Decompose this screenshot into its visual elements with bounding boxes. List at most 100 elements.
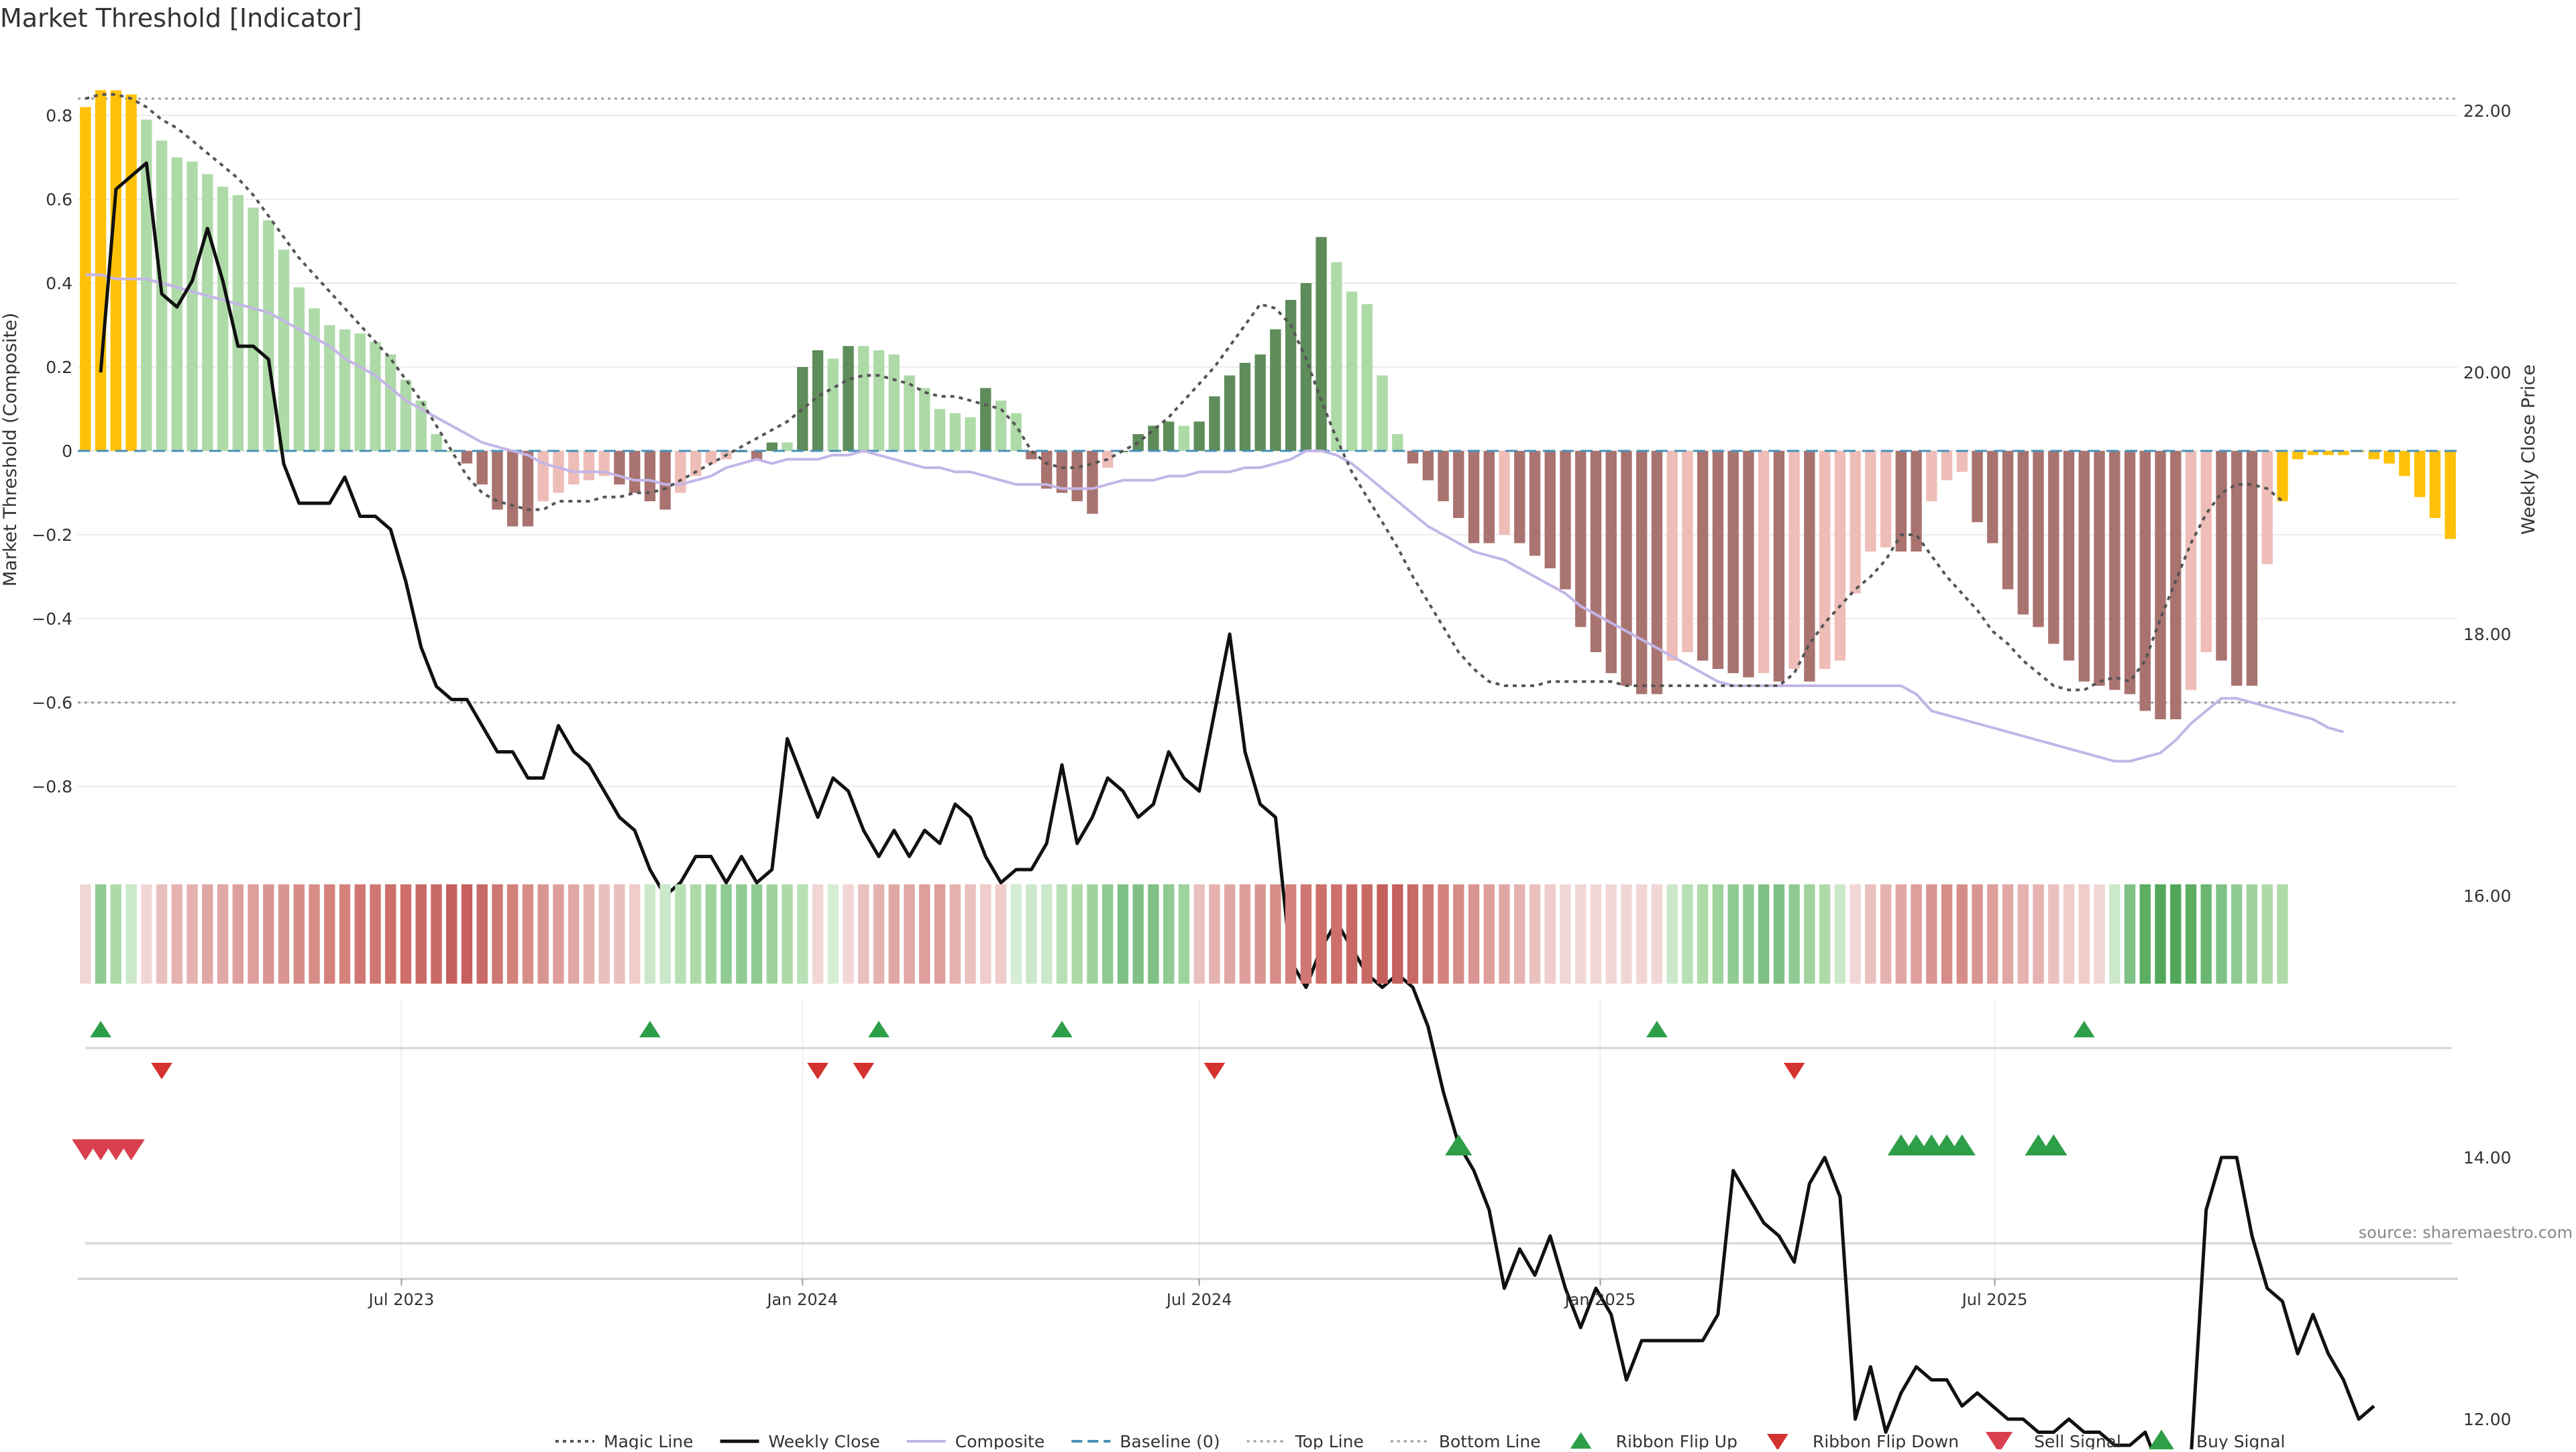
- ribbon-cell: [1071, 884, 1083, 984]
- composite-bar: [2383, 451, 2395, 464]
- composite-bar: [2277, 451, 2288, 501]
- composite-bar: [2155, 451, 2166, 719]
- ribbon-cell: [370, 884, 381, 984]
- composite-bar: [1666, 451, 1678, 661]
- composite-bar: [537, 451, 549, 501]
- composite-bar: [1438, 451, 1449, 501]
- composite-bar: [2368, 451, 2380, 460]
- composite-bar: [446, 451, 458, 452]
- composite-line: [85, 273, 2344, 763]
- ribbon-cell: [827, 884, 839, 984]
- ribbon-cell: [293, 884, 305, 984]
- composite-bar: [2002, 451, 2014, 590]
- ribbon-cell: [1041, 884, 1053, 984]
- composite-bar: [629, 451, 641, 493]
- ribbon-cell: [736, 884, 747, 984]
- composite-bar: [1392, 434, 1403, 451]
- composite-bar: [476, 451, 488, 484]
- legend-item: Composite: [906, 1432, 1044, 1451]
- composite-bar: [1331, 262, 1342, 451]
- composite-bar: [507, 451, 519, 527]
- buy-signal-marker: [2040, 1134, 2068, 1155]
- ribbon-flip-up-marker: [2073, 1021, 2095, 1037]
- ribbon-cell: [125, 884, 137, 984]
- composite-bar: [659, 451, 671, 510]
- composite-bar: [1270, 329, 1281, 451]
- ribbon-cell: [2002, 884, 2014, 984]
- composite-bar: [888, 354, 900, 451]
- ribbon-flip-down-marker: [1203, 1063, 1226, 1080]
- ribbon-cell: [1911, 884, 1922, 984]
- ribbon-cell: [385, 884, 396, 984]
- composite-bar: [965, 417, 976, 451]
- ribbon-cell: [843, 884, 854, 984]
- ribbon-cell: [446, 884, 458, 984]
- ribbon-cell: [1346, 884, 1358, 984]
- ribbon-cell: [492, 884, 503, 984]
- ribbon-cell: [614, 884, 625, 984]
- ribbon-cell: [2216, 884, 2227, 984]
- gridlines: [78, 97, 2458, 1282]
- ribbon-cell: [629, 884, 641, 984]
- ribbon-cell: [1148, 884, 1159, 984]
- composite-bar: [492, 451, 503, 510]
- ribbon-cell: [659, 884, 671, 984]
- composite-bar: [1758, 451, 1770, 674]
- composite-bar: [2094, 451, 2105, 686]
- composite-bar: [1163, 421, 1175, 451]
- composite-bar: [1544, 451, 1556, 568]
- ribbon-cell: [1788, 884, 1800, 984]
- ribbon-cell: [202, 884, 213, 984]
- composite-bar: [2078, 451, 2090, 682]
- ribbon-cell: [2246, 884, 2258, 984]
- legend-item: Ribbon Flip Down: [1767, 1432, 1959, 1451]
- left-tick-label: 0.2: [46, 358, 72, 377]
- ribbon-cell: [1453, 884, 1464, 984]
- composite-bar: [2048, 451, 2059, 644]
- right-tick-label: 14.00: [2463, 1148, 2512, 1168]
- composite-bar: [1621, 451, 1632, 686]
- composite-bar: [431, 434, 442, 451]
- ribbon-cell: [812, 884, 824, 984]
- ribbon-cell: [1529, 884, 1541, 984]
- x-tick-label: Jan 2025: [1564, 1290, 1636, 1309]
- composite-bar: [1682, 451, 1693, 652]
- legend-item: Ribbon Flip Up: [1570, 1432, 1737, 1451]
- composite-bar: [1300, 283, 1312, 451]
- ribbon-cell: [1377, 884, 1388, 984]
- ribbon-cell: [232, 884, 244, 984]
- ribbon-cell: [476, 884, 488, 984]
- composite-bar: [2139, 451, 2151, 711]
- ribbon-cell: [537, 884, 549, 984]
- right-tick-label: 16.00: [2463, 886, 2512, 906]
- composite-bar: [1453, 451, 1464, 518]
- composite-bar: [949, 413, 961, 451]
- ribbon-cell: [1102, 884, 1114, 984]
- ribbon-cell: [431, 884, 442, 984]
- ribbon-cell: [2139, 884, 2151, 984]
- composite-bar: [644, 451, 656, 501]
- ribbon-cell: [568, 884, 580, 984]
- ribbon-cell: [1727, 884, 1739, 984]
- composite-bar: [186, 161, 198, 451]
- composite-bar: [2399, 451, 2410, 476]
- composite-bar: [2216, 451, 2227, 661]
- ribbon-cell: [1483, 884, 1495, 984]
- composite-bar: [2246, 451, 2258, 686]
- composite-bar: [2429, 451, 2441, 518]
- composite-bar: [1087, 451, 1098, 514]
- ribbon-flip-up-marker: [1646, 1021, 1668, 1037]
- composite-bar: [217, 187, 229, 451]
- composite-bar: [1911, 451, 1922, 552]
- ribbon-cell: [141, 884, 152, 984]
- composite-bar: [2185, 451, 2197, 690]
- ribbon-cell: [339, 884, 351, 984]
- composite-bar: [782, 442, 793, 451]
- composite-bar: [248, 207, 259, 451]
- ribbon-cell: [248, 884, 259, 984]
- ribbon-cell: [1514, 884, 1525, 984]
- ribbon-cell: [354, 884, 366, 984]
- ribbon-cell: [1590, 884, 1602, 984]
- ribbon-cell: [2124, 884, 2136, 984]
- legend-symbol: [1767, 1434, 1788, 1451]
